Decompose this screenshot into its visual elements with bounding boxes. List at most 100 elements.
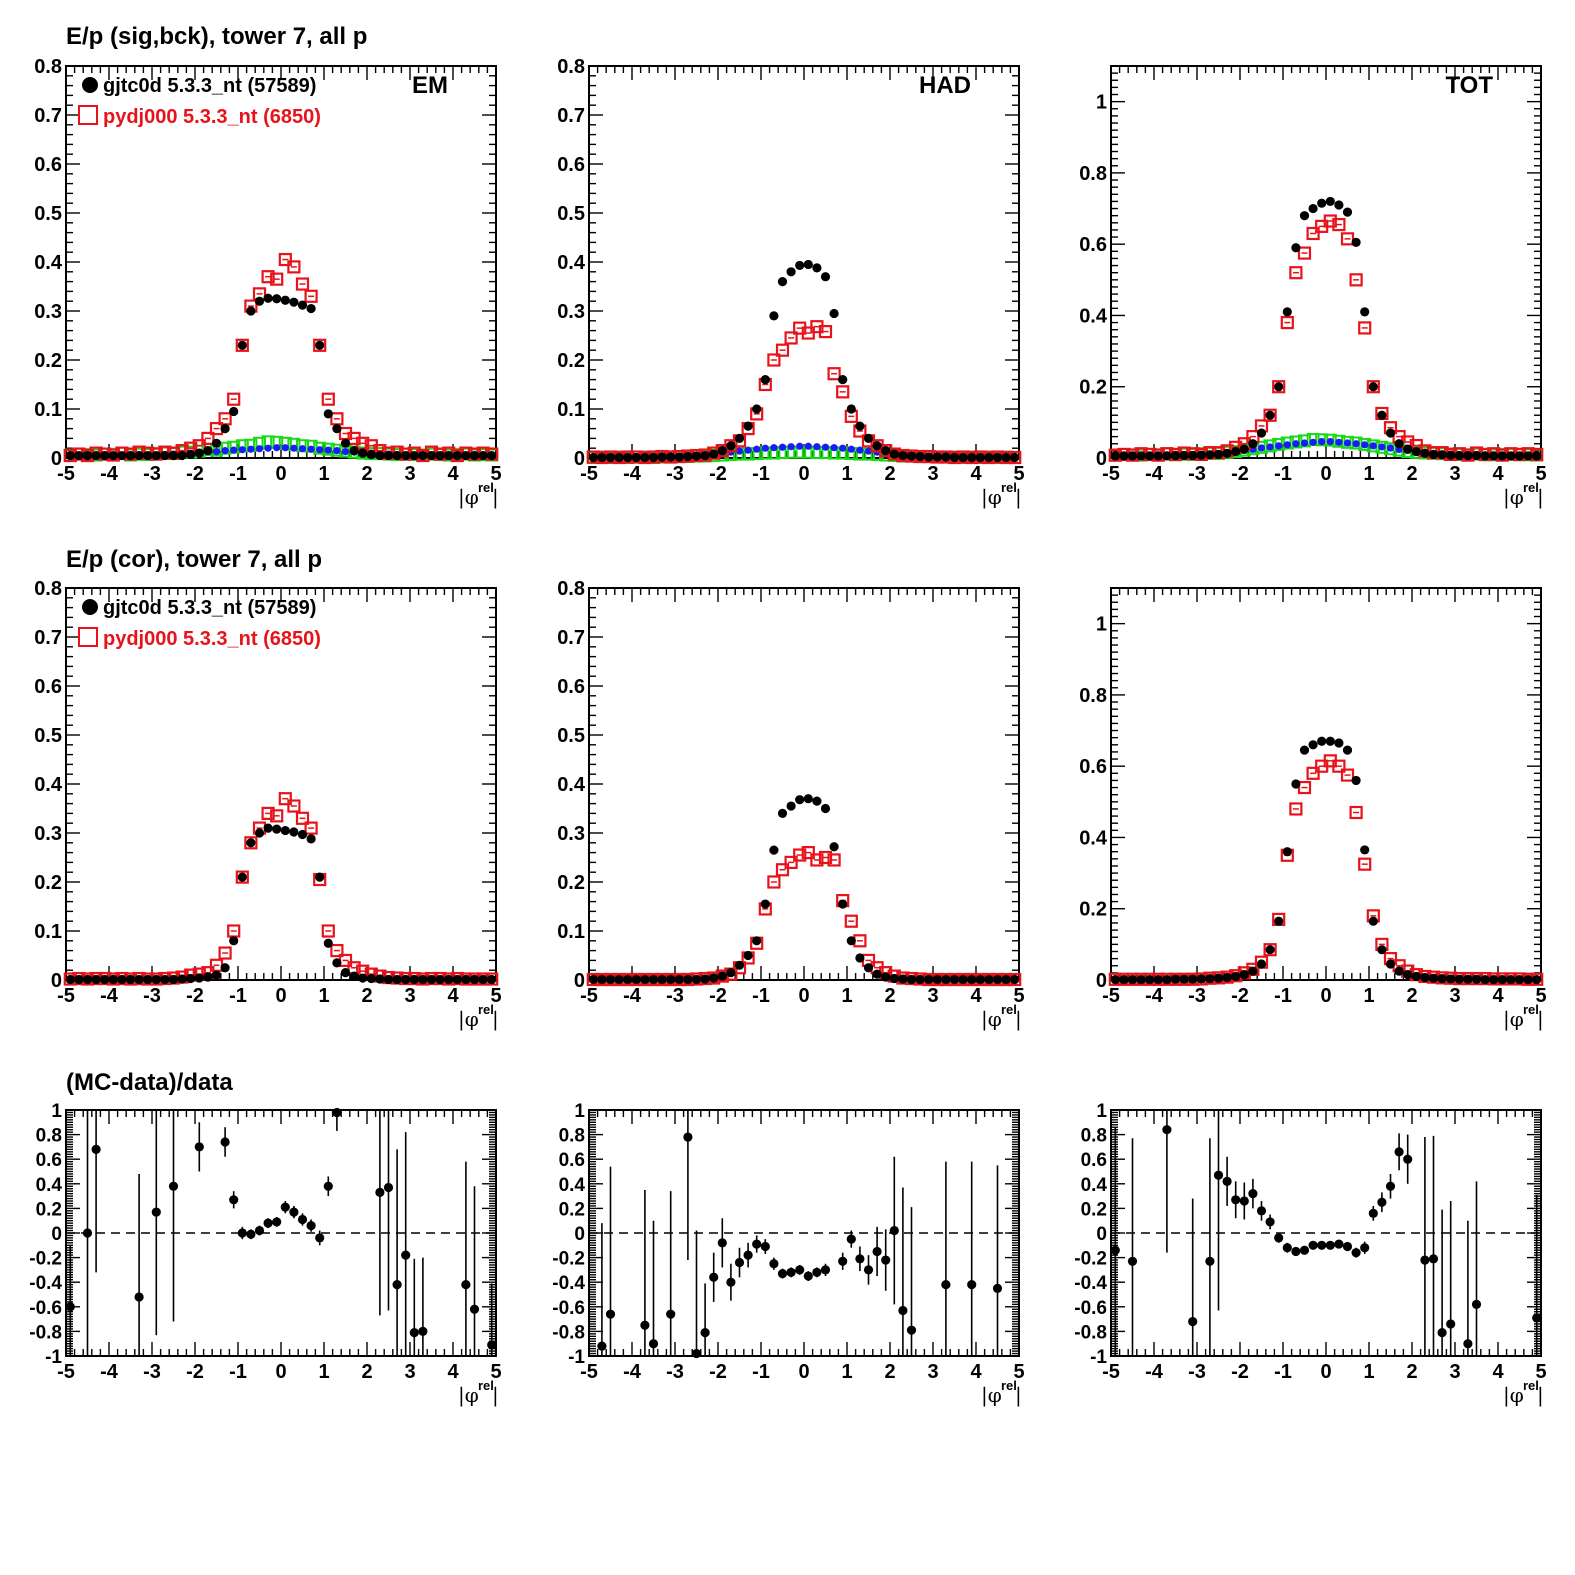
- data-point: [855, 421, 865, 431]
- data-point: [812, 796, 822, 806]
- x-tick-label: 1: [1363, 985, 1374, 1007]
- legend-label-data: gjtc0d 5.3.3_nt (57589): [103, 75, 316, 97]
- panel-r2-c0: -5 -4 -3 -2 -1 0 1 2 3 4 5 -1 -0.8 -0.6 -0.4 -0.2 0 0.2 0.…: [29, 1101, 501, 1408]
- x-tick-label: 0: [798, 463, 809, 485]
- data-point: [1001, 974, 1011, 985]
- data-point: [1377, 945, 1387, 955]
- x-tick-label: 4: [447, 1361, 459, 1383]
- ratio-point: [709, 1272, 719, 1282]
- y-tick-label: 0.2: [557, 350, 585, 372]
- y-tick-label: -0.6: [29, 1298, 62, 1319]
- data-point: [898, 974, 908, 984]
- bck-data-point: [230, 446, 238, 454]
- mc-point: [827, 367, 841, 381]
- data-point: [863, 433, 874, 443]
- data-point: [375, 974, 385, 984]
- data-point: [1222, 448, 1232, 458]
- data-point: [168, 450, 179, 461]
- data-point: [1196, 974, 1206, 984]
- bck-data-point: [1292, 440, 1300, 448]
- data-point: [203, 446, 213, 456]
- data-point: [846, 936, 856, 946]
- ratio-point: [906, 1325, 917, 1335]
- data-point: [160, 974, 170, 985]
- ratio-point: [469, 1304, 480, 1314]
- data-point: [855, 953, 865, 963]
- data-point: [648, 974, 659, 985]
- y-tick-label: 0.2: [36, 1199, 62, 1220]
- ratio-point: [700, 1328, 710, 1338]
- ratio-point: [1205, 1256, 1215, 1266]
- ratio-point: [1385, 1181, 1396, 1191]
- data-point: [1446, 974, 1456, 984]
- data-point: [1523, 975, 1533, 985]
- ratio-point: [1325, 1240, 1335, 1250]
- ratio-point: [237, 1228, 247, 1238]
- data-point: [211, 970, 222, 980]
- ratio-point: [872, 1246, 882, 1257]
- data-point: [1291, 779, 1301, 789]
- data-point: [220, 424, 230, 434]
- data-point: [1205, 973, 1215, 984]
- data-point: [777, 277, 788, 287]
- x-tick-label: -5: [57, 463, 75, 485]
- x-tick-label: -5: [580, 1361, 598, 1383]
- data-point: [323, 938, 333, 948]
- mc-point: [767, 353, 781, 367]
- data-point: [272, 824, 282, 834]
- bck-data-point: [298, 445, 307, 453]
- ratio-point: [1127, 1256, 1138, 1266]
- data-point: [1256, 428, 1267, 438]
- data-point: [1411, 446, 1421, 457]
- bck-data-point: [839, 444, 847, 452]
- y-tick-label: 0.7: [34, 627, 62, 649]
- legend-marker-mc: [78, 105, 98, 125]
- data-point: [461, 450, 471, 461]
- y-tick-label: -1: [45, 1347, 62, 1368]
- data-point: [975, 452, 985, 463]
- ratio-point: [1437, 1328, 1447, 1338]
- data-point: [254, 828, 265, 838]
- x-tick-label: -5: [57, 1361, 75, 1383]
- y-tick-label: 0.2: [1081, 1199, 1107, 1220]
- ratio-point: [881, 1255, 891, 1265]
- data-point: [1010, 452, 1020, 463]
- data-point: [143, 450, 153, 461]
- y-tick-label: 0.3: [557, 301, 585, 323]
- ratio-point: [734, 1257, 745, 1268]
- mc-point: [827, 853, 841, 867]
- mc-point: [1306, 766, 1320, 780]
- data-point: [1170, 450, 1181, 461]
- x-axis-title-main: |φ: [981, 485, 1002, 510]
- mc-point: [218, 946, 232, 960]
- data-point: [863, 963, 874, 973]
- data-point: [760, 375, 770, 385]
- ratio-point: [1256, 1206, 1267, 1216]
- data-point: [1256, 959, 1267, 969]
- data-point: [889, 973, 899, 984]
- data-point: [967, 452, 977, 463]
- data-point: [478, 450, 488, 461]
- x-tick-label: -5: [1102, 463, 1120, 485]
- bck-data-point: [813, 443, 821, 451]
- data-point: [1274, 916, 1284, 926]
- x-tick-label: 5: [490, 463, 501, 485]
- ratio-point: [1463, 1339, 1473, 1349]
- data-point: [700, 450, 710, 461]
- mc-point: [304, 289, 318, 303]
- data-point: [315, 340, 325, 350]
- ratio-point: [803, 1271, 813, 1281]
- data-point: [1480, 975, 1490, 985]
- mc-point: [1340, 768, 1355, 782]
- x-tick-label: 0: [275, 985, 286, 1007]
- bck-data-point: [1378, 443, 1386, 451]
- data-point: [717, 446, 727, 456]
- data-point: [1299, 745, 1310, 755]
- data-point: [941, 974, 951, 985]
- legend-marker-data: [82, 77, 98, 93]
- ratio-point: [605, 1309, 616, 1319]
- data-point: [392, 450, 402, 461]
- data-point: [469, 974, 480, 985]
- x-tick-label: 3: [1449, 463, 1460, 485]
- bck-data-point: [264, 444, 272, 452]
